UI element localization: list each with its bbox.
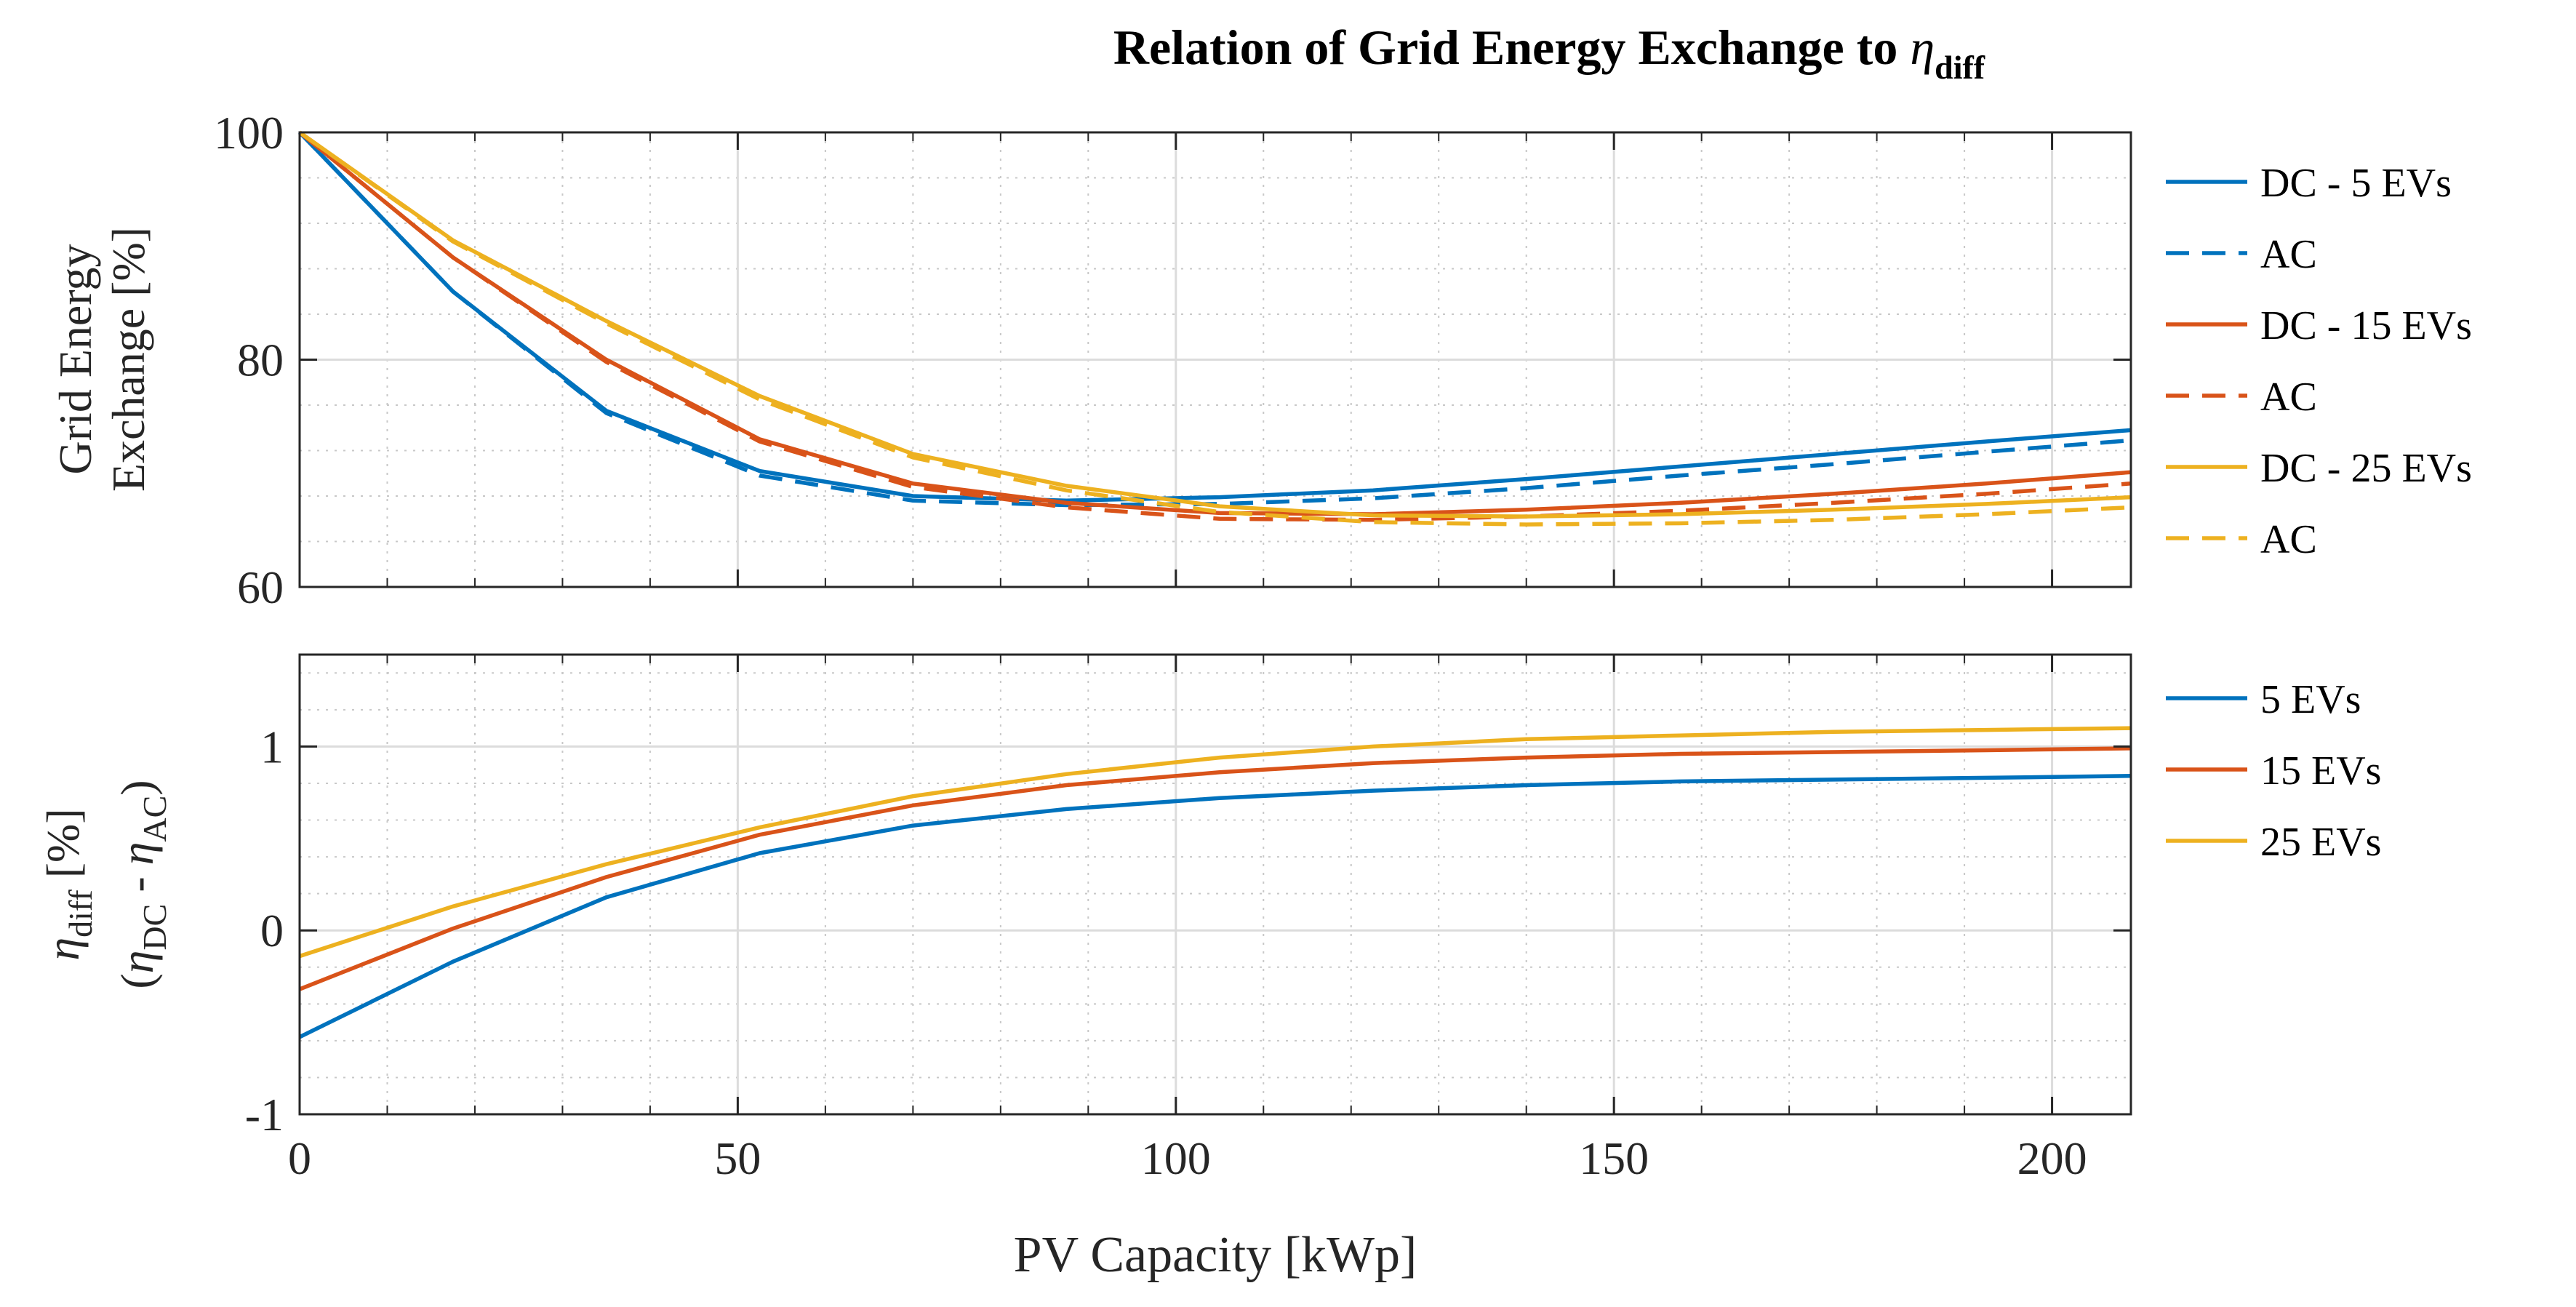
- x-tick-label: 200: [2017, 1132, 2087, 1184]
- y-tick-label: -1: [245, 1089, 284, 1140]
- legend-label: AC: [2260, 517, 2317, 562]
- series-line-2: [299, 726, 2132, 959]
- x-tick-label: 150: [1579, 1132, 1649, 1184]
- bottom-ylabel-line2: (ηDC - ηAC): [111, 780, 173, 988]
- x-axis-label: PV Capacity [kWp]: [1014, 1227, 1417, 1283]
- y-tick-label: 60: [237, 561, 284, 613]
- legend-label: AC: [2260, 375, 2317, 420]
- series-line-1: [298, 746, 2132, 991]
- legend-label: DC - 25 EVs: [2260, 446, 2472, 491]
- top-axes: 60 80 100 DC - 5 EVs AC DC - 15 EVs AC DC - 25…: [214, 107, 2472, 613]
- bottom-legend: 5 EVs 15 EVs 25 EVs: [2166, 677, 2381, 865]
- legend-label: 5 EVs: [2260, 677, 2361, 722]
- series-line-3: [298, 130, 2132, 522]
- series-line-0: [298, 774, 2132, 1039]
- legend-label: AC: [2260, 232, 2317, 277]
- y-tick-label: 100: [214, 107, 284, 159]
- y-tick-label: 0: [260, 905, 284, 956]
- x-tick-label: 100: [1141, 1132, 1211, 1184]
- series-line-5: [298, 130, 2132, 527]
- top-ylabel-line2: Exchange [%]: [103, 227, 154, 492]
- series-line-4: [298, 130, 2132, 519]
- legend-label: DC - 5 EVs: [2260, 161, 2452, 206]
- top-ylabel-line1: Grid Energy: [49, 244, 101, 475]
- legend-label: 25 EVs: [2260, 820, 2381, 865]
- legend-label: DC - 15 EVs: [2260, 303, 2472, 348]
- bottom-axes-box: [298, 653, 2132, 1116]
- x-tick-label: 50: [714, 1132, 761, 1184]
- y-tick-label: 80: [237, 335, 284, 386]
- x-tick-label: 0: [288, 1132, 311, 1184]
- legend-label: 15 EVs: [2260, 748, 2381, 794]
- bottom-series: [298, 726, 2132, 1039]
- y-tick-label: 1: [260, 721, 284, 772]
- series-line-1: [298, 131, 2132, 508]
- chart-title: Relation of Grid Energy Exchange to ηdif…: [1113, 20, 1985, 86]
- top-series: [298, 130, 2132, 527]
- top-legend: DC - 5 EVs AC DC - 15 EVs AC DC - 25 EVs AC: [2166, 161, 2472, 562]
- top-ticks: 60 80 100: [214, 107, 2131, 613]
- bottom-ylabel-line1: ηdiff [%]: [37, 808, 99, 960]
